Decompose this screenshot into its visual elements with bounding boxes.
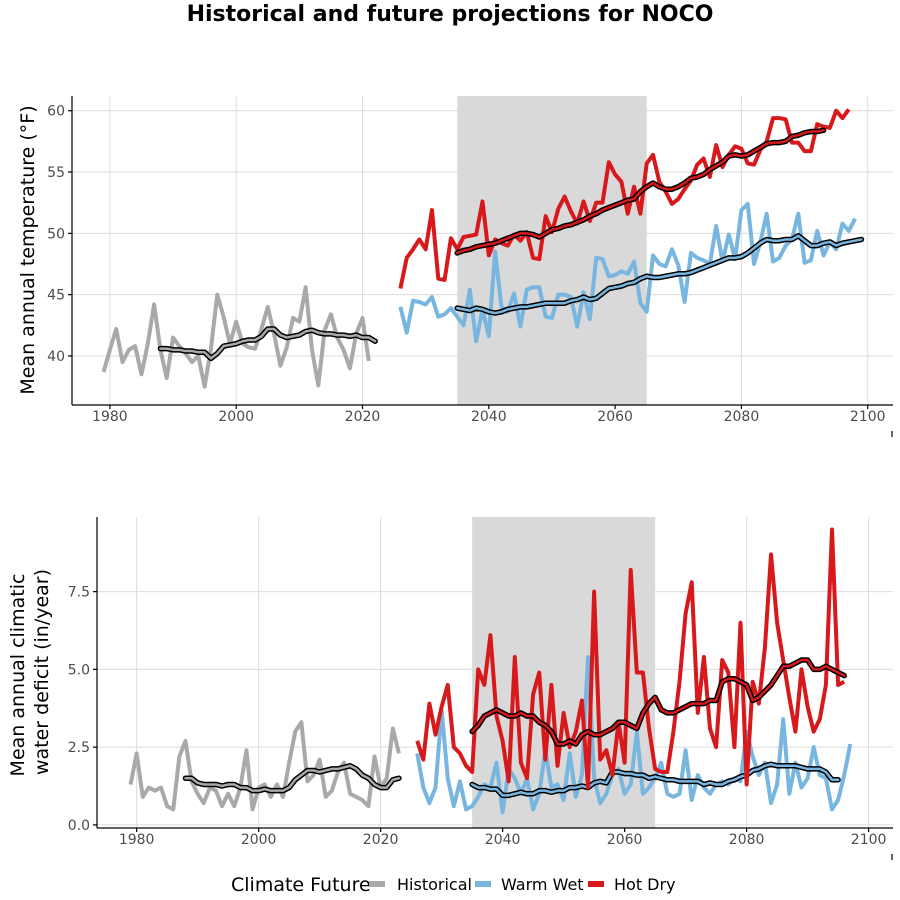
temperature-y-label: Mean annual temperature (°F) (17, 105, 39, 394)
water-deficit-line (128, 720, 401, 812)
figure-title: Historical and future projections for NO… (187, 2, 714, 27)
temperature-line (398, 108, 851, 289)
temperature-smooth-line (455, 234, 863, 315)
water-deficit-x-tick-label: 2100 (851, 832, 887, 848)
water-deficit-series-historical (128, 720, 401, 812)
legend-item-hot-dry: Hot Dry (588, 875, 676, 894)
water-deficit-x-tick-label: 2080 (729, 832, 765, 848)
water-deficit-y-tick-label: 5.0 (68, 662, 90, 678)
temperature-y-tick-label: 60 (47, 104, 65, 120)
temperature-smooth-line (159, 327, 377, 360)
temperature-y-tick-label: 45 (47, 288, 65, 304)
water-deficit-x-tick-label: 1980 (119, 832, 155, 848)
temperature-y-tick-label: 50 (47, 226, 65, 242)
legend: Climate Future Historical Warm Wet Hot D… (231, 874, 676, 896)
legend-label-historical: Historical (397, 875, 472, 894)
temperature-y-tick-label: 40 (47, 349, 65, 365)
temperature-series-historical (101, 285, 371, 389)
water-deficit-y-tick-label: 2.5 (68, 740, 90, 756)
water-deficit-x-tick-label: 2060 (607, 832, 643, 848)
water-deficit-y-label-line2: water deficit (in/year) (31, 569, 53, 775)
temperature-x-tick-label: 2060 (597, 409, 633, 425)
legend-label-warm-wet: Warm Wet (501, 875, 584, 894)
water-deficit-series-historical-smooth (182, 763, 402, 794)
temperature-line (398, 201, 857, 344)
temperature-smooth-line (455, 129, 825, 255)
water-deficit-y-tick-label: 0.0 (68, 818, 90, 834)
water-deficit-smooth-line (470, 658, 846, 746)
water-deficit-series-warm-wet-smooth (469, 761, 841, 799)
water-deficit-line (415, 527, 846, 790)
water-deficit-series-hot-dry (415, 527, 846, 790)
water-deficit-y-label: Mean annual climatic water deficit (in/y… (7, 568, 53, 777)
temperature-series-historical-smooth (157, 326, 378, 362)
temperature-series-hot-dry (398, 108, 851, 289)
temperature-x-tick-label: 2000 (218, 409, 254, 425)
temperature-shaded-period (457, 96, 647, 405)
water-deficit-x-tick-label: 2040 (485, 832, 521, 848)
water-deficit-panel: 1980 2000 2020 2040 2060 2080 2100 0.0 2.5 5.0 7.5… (7, 517, 893, 860)
temperature-panel: 1980 2000 2020 2040 2060 2080 2100 40 45 50 55 60 Me… (17, 96, 893, 437)
legend-label-hot-dry: Hot Dry (614, 875, 676, 894)
temperature-series-warm-wet (398, 201, 857, 344)
legend-item-warm-wet: Warm Wet (475, 875, 584, 894)
temperature-x-tick-label: 2100 (850, 409, 886, 425)
temperature-y-tick-label: 55 (47, 165, 65, 181)
temperature-x-tick-label: 2040 (471, 409, 507, 425)
legend-item-historical: Historical (369, 875, 472, 894)
temperature-series-warm-wet-smooth (454, 233, 865, 316)
temperature-x-tick-label: 1980 (92, 409, 128, 425)
water-deficit-x-tick-label: 2020 (363, 832, 399, 848)
water-deficit-smooth-line (184, 764, 401, 792)
temperature-x-tick-label: 2020 (345, 409, 381, 425)
water-deficit-y-label-line1: Mean annual climatic (7, 574, 29, 777)
water-deficit-series-hot-dry-smooth (469, 657, 847, 747)
legend-title: Climate Future (231, 874, 371, 896)
water-deficit-y-tick-label: 7.5 (68, 585, 90, 601)
temperature-series-hot-dry-smooth (454, 127, 827, 256)
water-deficit-smooth-line (470, 763, 840, 797)
water-deficit-x-tick-label: 2000 (241, 832, 277, 848)
temperature-x-tick-label: 2080 (724, 409, 760, 425)
temperature-line (101, 285, 371, 389)
